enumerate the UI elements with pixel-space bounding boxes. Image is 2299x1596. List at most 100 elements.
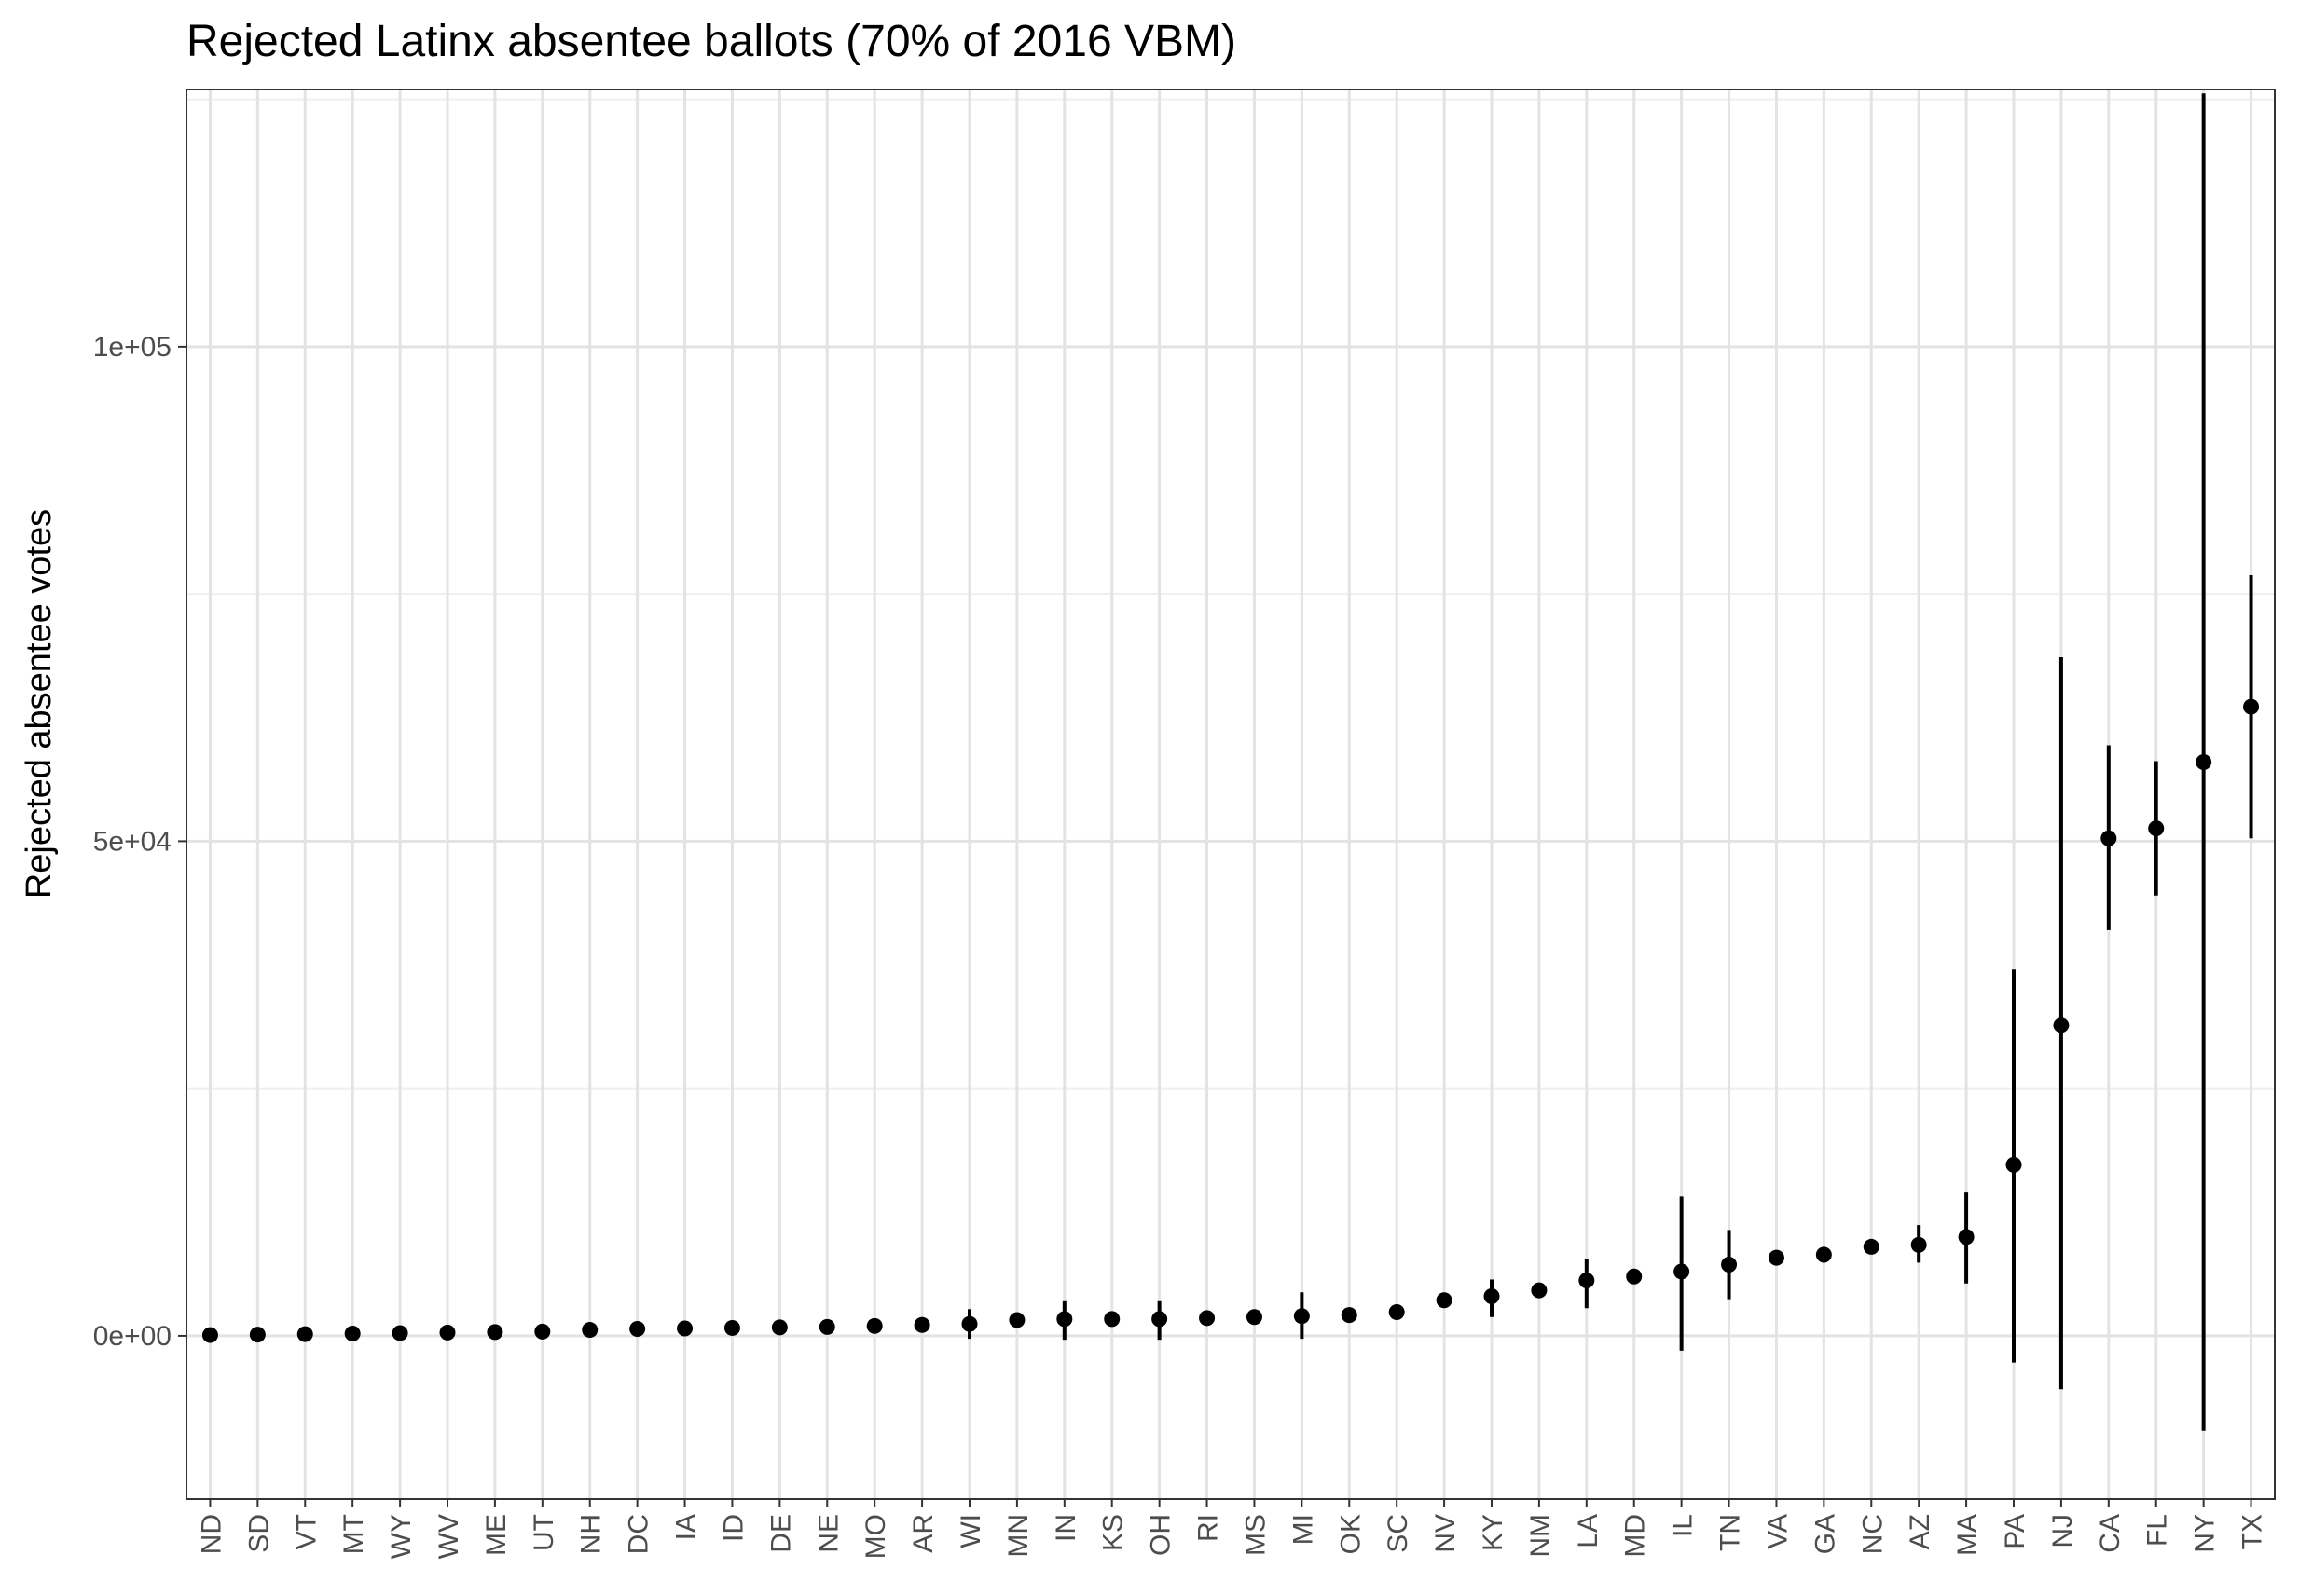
x-tick-label-wy: WY: [386, 1514, 417, 1559]
x-tick-label-ar: AR: [908, 1514, 939, 1553]
data-point-oh: [1151, 1311, 1168, 1328]
data-point-nc: [1863, 1238, 1879, 1255]
x-tick-label-fl: FL: [2142, 1514, 2173, 1547]
data-point-az: [1910, 1236, 1927, 1253]
x-tick-label-ne: NE: [813, 1514, 844, 1553]
x-tick-label-mn: MN: [1003, 1514, 1034, 1558]
data-point-ia: [677, 1320, 694, 1337]
x-tick-label-nc: NC: [1857, 1514, 1888, 1554]
x-tick-label-me: ME: [481, 1514, 512, 1556]
x-tick-label-dc: DC: [624, 1514, 654, 1554]
data-points: [201, 698, 2260, 1343]
data-point-mt: [344, 1325, 361, 1341]
x-tick-label-tx: TX: [2237, 1514, 2268, 1549]
x-tick-label-md: MD: [1620, 1514, 1651, 1558]
data-point-la: [1578, 1273, 1595, 1289]
data-point-pa: [2005, 1156, 2022, 1173]
data-point-dc: [629, 1320, 646, 1337]
chart-title: Rejected Latinx absentee ballots (70% of…: [186, 17, 1236, 66]
x-tick-label-ky: KY: [1478, 1514, 1508, 1551]
data-point-ut: [534, 1323, 551, 1340]
data-point-ri: [1199, 1310, 1216, 1327]
data-point-md: [1626, 1268, 1643, 1285]
x-tick-label-ok: OK: [1335, 1514, 1366, 1554]
x-tick-label-nd: ND: [196, 1514, 227, 1554]
data-point-ks: [1104, 1311, 1121, 1328]
data-point-ca: [2100, 830, 2117, 846]
data-point-ny: [2196, 754, 2212, 771]
y-tick-label: 0e+00: [93, 1321, 172, 1352]
data-point-ga: [1815, 1246, 1832, 1263]
data-point-ok: [1341, 1307, 1357, 1324]
data-point-va: [1768, 1249, 1784, 1266]
error-bars: [968, 93, 2253, 1431]
x-tick-label-ny: NY: [2190, 1514, 2221, 1553]
data-point-me: [487, 1324, 503, 1341]
x-tick-label-ia: IA: [671, 1514, 702, 1540]
y-axis-label: Rejected absentee votes: [20, 509, 59, 899]
x-tick-label-pa: PA: [2000, 1514, 2031, 1549]
x-tick-label-mo: MO: [860, 1514, 891, 1559]
data-point-mn: [1009, 1312, 1026, 1328]
y-axis-ticks: 0e+00 5e+04 1e+05: [93, 332, 186, 1352]
data-point-de: [771, 1319, 788, 1336]
x-tick-label-ca: CA: [2095, 1514, 2126, 1553]
x-axis-ticks: ND SD VT MT WY WV ME UT NH DC IA ID DE NE MO AR WI MN IN KS…: [196, 1499, 2268, 1559]
data-point-in: [1056, 1311, 1073, 1328]
x-tick-label-mi: MI: [1287, 1514, 1318, 1545]
x-tick-label-sc: SC: [1383, 1514, 1413, 1553]
x-tick-label-in: IN: [1051, 1514, 1081, 1542]
x-tick-label-ms: MS: [1240, 1514, 1271, 1556]
x-tick-label-nm: NM: [1525, 1514, 1556, 1558]
x-tick-label-ks: KS: [1098, 1514, 1129, 1551]
data-point-ky: [1483, 1287, 1500, 1304]
x-tick-label-il: IL: [1668, 1514, 1699, 1537]
data-point-mi: [1293, 1308, 1310, 1325]
data-point-ar: [914, 1316, 930, 1333]
x-tick-label-mt: MT: [338, 1514, 369, 1554]
data-point-sc: [1388, 1303, 1405, 1320]
x-tick-label-id: ID: [718, 1514, 749, 1542]
y-tick-label: 1e+05: [93, 332, 172, 363]
data-point-fl: [2148, 820, 2165, 837]
x-tick-label-nv: NV: [1430, 1514, 1461, 1553]
data-point-vt: [296, 1326, 313, 1342]
x-tick-label-nh: NH: [576, 1514, 607, 1554]
data-point-ne: [819, 1318, 835, 1335]
x-tick-label-tn: TN: [1715, 1514, 1746, 1551]
x-tick-label-ga: GA: [1810, 1514, 1840, 1554]
data-point-nv: [1436, 1292, 1452, 1309]
data-point-tx: [2243, 698, 2260, 715]
x-tick-label-ut: UT: [529, 1514, 559, 1551]
data-point-mo: [866, 1317, 883, 1334]
data-point-nj: [2053, 1017, 2070, 1034]
data-point-wv: [439, 1324, 456, 1341]
x-tick-label-la: LA: [1573, 1514, 1604, 1548]
data-point-wi: [961, 1315, 978, 1332]
data-point-id: [723, 1319, 740, 1336]
x-tick-label-oh: OH: [1146, 1514, 1177, 1556]
data-point-il: [1673, 1263, 1690, 1280]
x-tick-label-vt: VT: [291, 1514, 322, 1549]
x-tick-label-wi: WI: [956, 1514, 986, 1548]
x-tick-label-de: DE: [765, 1514, 796, 1553]
data-point-nh: [582, 1322, 599, 1339]
x-tick-label-ri: RI: [1193, 1514, 1224, 1542]
y-tick-label: 5e+04: [93, 826, 172, 857]
data-point-sd: [249, 1327, 266, 1343]
x-tick-label-sd: SD: [243, 1514, 274, 1553]
grid: [186, 89, 2275, 1499]
panel-border: [186, 89, 2276, 1500]
data-point-tn: [1721, 1257, 1738, 1273]
x-tick-label-nj: NJ: [2047, 1514, 2078, 1548]
data-point-nd: [201, 1327, 218, 1343]
x-tick-label-az: AZ: [1905, 1514, 1935, 1549]
x-tick-label-wv: WV: [434, 1514, 464, 1559]
data-point-ma: [1958, 1229, 1975, 1245]
x-tick-label-ma: MA: [1952, 1514, 1983, 1556]
data-point-ms: [1246, 1309, 1262, 1326]
data-point-wy: [392, 1325, 408, 1341]
x-tick-label-va: VA: [1762, 1514, 1793, 1549]
